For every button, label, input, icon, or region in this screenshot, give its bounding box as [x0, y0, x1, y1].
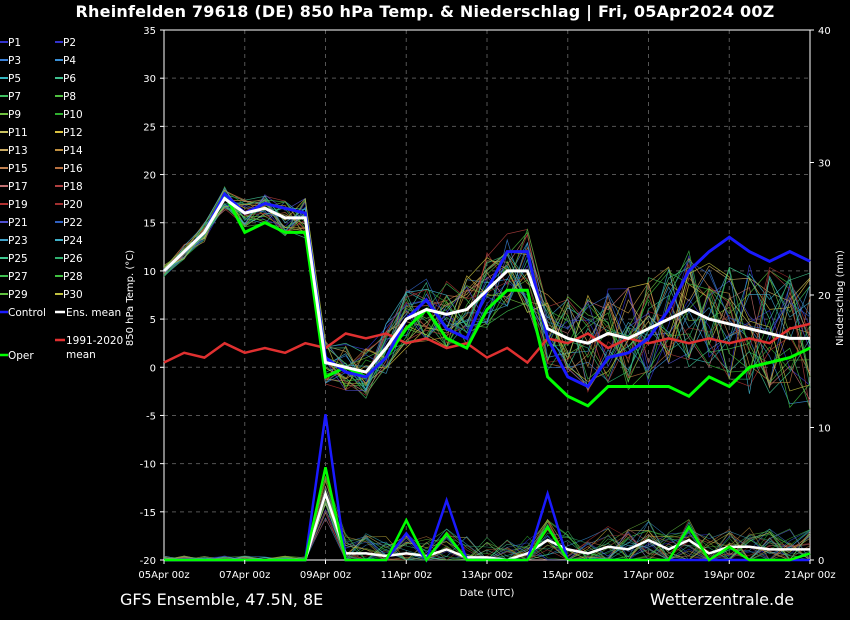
footer-model-info: GFS Ensemble, 47.5N, 8E	[120, 590, 324, 609]
legend-entry-p19: P19	[8, 199, 28, 211]
y-left-tick-label: -15	[140, 508, 156, 519]
x-axis-label: Date (UTC)	[460, 588, 515, 599]
y-left-tick-label: 30	[143, 74, 156, 85]
x-tick-label: 07Apr 00z	[219, 570, 270, 581]
chart-title: Rheinfelden 79618 (DE) 850 hPa Temp. & N…	[75, 2, 775, 21]
main-series	[162, 190, 811, 563]
y-left-tick-label: 35	[143, 26, 156, 37]
y-right-tick-label: 20	[818, 291, 831, 302]
legend-entry-p11: P11	[8, 127, 28, 139]
climate-mean-temp-line	[163, 322, 811, 365]
y-left-tick-label: 20	[143, 171, 156, 182]
legend-entry-climate-mean: mean	[66, 349, 96, 361]
legend-entry-p12: P12	[63, 127, 83, 139]
legend-entry-p23: P23	[8, 235, 28, 247]
x-tick-label: 11Apr 00z	[381, 570, 432, 581]
y-left-tick-label: 5	[150, 315, 156, 326]
y-left-tick-label: 10	[143, 267, 156, 278]
legend-entry-p28: P28	[63, 271, 83, 283]
x-tick-label: 21Apr 00z	[784, 570, 835, 581]
legend-entry-p10: P10	[63, 109, 83, 121]
y-axis-left-ticks: -20 -15 -10 -5 0 5 10 15 20 25 30 35	[140, 26, 164, 567]
y-left-tick-label: 15	[143, 219, 156, 230]
legend-entry-p2: P2	[63, 37, 76, 49]
y-right-tick-label: 40	[818, 26, 831, 37]
ens-mean-temp-line	[162, 196, 810, 374]
y-right-tick-label: 10	[818, 424, 831, 435]
y-axis-right-ticks: 0 10 20 30 40	[810, 26, 831, 567]
legend-entry-p25: P25	[8, 253, 28, 265]
legend-entry-p21: P21	[8, 217, 28, 229]
x-tick-label: 19Apr 00z	[704, 570, 755, 581]
legend-entry-p16: P16	[63, 163, 83, 175]
footer-source: Wetterzentrale.de	[650, 590, 795, 609]
legend-entry-p5: P5	[8, 73, 21, 85]
y-left-tick-label: -20	[140, 556, 156, 567]
legend-entry-p13: P13	[8, 145, 28, 157]
legend-entry-p9: P9	[8, 109, 21, 121]
x-tick-label: 13Apr 00z	[461, 570, 512, 581]
member-temp-line	[163, 199, 811, 409]
member-temp-line	[163, 198, 811, 372]
y-right-tick-label: 30	[818, 159, 831, 170]
legend-entry-p20: P20	[63, 199, 83, 211]
legend-entry-p22: P22	[63, 217, 83, 229]
member-temp-line	[163, 197, 811, 405]
legend-entry-p29: P29	[8, 289, 28, 301]
legend-entry-ens-mean: Ens. mean	[66, 307, 121, 319]
legend-entry-p1: P1	[8, 37, 21, 49]
legend-entry-control: Control	[8, 307, 46, 319]
y-left-tick-label: 25	[143, 122, 156, 133]
legend-entry-p7: P7	[8, 91, 21, 103]
legend-entry-p6: P6	[63, 73, 76, 85]
y-left-tick-label: -5	[146, 411, 156, 422]
x-tick-label: 09Apr 00z	[300, 570, 351, 581]
legend-entry-p30: P30	[63, 289, 83, 301]
member-temp-line	[163, 194, 811, 394]
legend: P1 P2 P3 P4 P5 P6 P7 P8 P9 P10 P11 P12 P13 P14 P15 P16 P…	[0, 37, 123, 362]
legend-entry-p15: P15	[8, 163, 28, 175]
x-axis-ticks: 05Apr 00z 07Apr 00z 09Apr 00z 11Apr 00z 13Ap…	[138, 560, 836, 581]
legend-entry-p26: P26	[63, 253, 83, 265]
legend-entry-climate: 1991-2020	[66, 335, 123, 347]
legend-entry-oper: Oper	[8, 350, 34, 362]
y-axis-right-label: Niederschlag (mm)	[835, 250, 846, 346]
legend-entry-p24: P24	[63, 235, 83, 247]
legend-entry-p14: P14	[63, 145, 83, 157]
member-temp-line	[163, 197, 811, 380]
y-left-tick-label: 0	[150, 363, 156, 374]
y-axis-left-label: 850 hPa Temp. (°C)	[125, 250, 136, 346]
legend-entry-p27: P27	[8, 271, 28, 283]
legend-entry-p17: P17	[8, 181, 28, 193]
x-tick-label: 17Apr 00z	[623, 570, 674, 581]
legend-entry-p8: P8	[63, 91, 76, 103]
legend-entry-p18: P18	[63, 181, 83, 193]
y-right-tick-label: 0	[818, 556, 824, 567]
y-left-tick-label: -10	[140, 460, 156, 471]
x-tick-label: 15Apr 00z	[542, 570, 593, 581]
legend-entry-p4: P4	[63, 55, 76, 67]
x-tick-label: 05Apr 00z	[138, 570, 189, 581]
oper-temp-line	[162, 190, 811, 408]
legend-entry-p3: P3	[8, 55, 21, 67]
